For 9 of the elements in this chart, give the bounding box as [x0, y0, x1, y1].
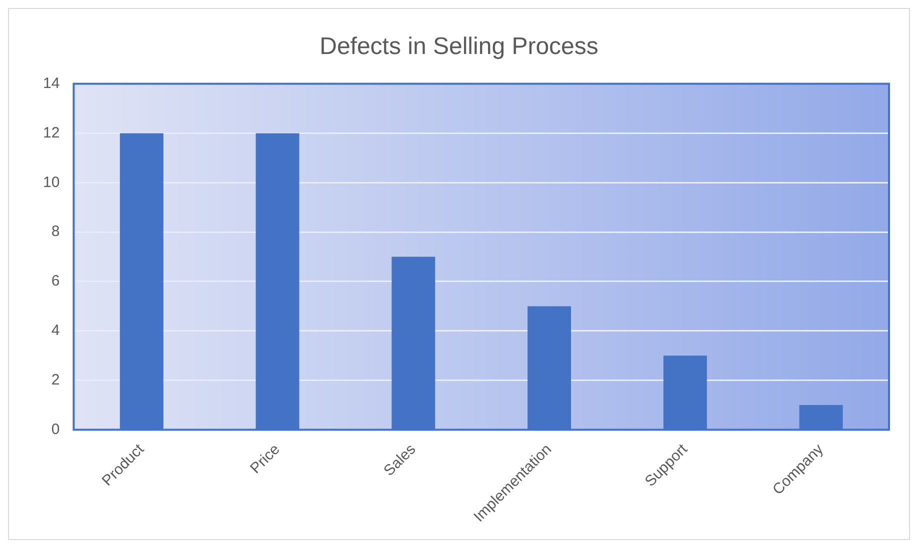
y-tick-label: 4 [51, 322, 60, 340]
y-tick-label: 6 [51, 272, 60, 290]
y-tick-label: 2 [51, 371, 60, 388]
y-tick-label: 14 [42, 74, 60, 92]
y-tick-label: 0 [51, 420, 60, 438]
y-tick-label: 12 [42, 124, 60, 142]
chart-title: Defects in Selling Process [320, 33, 598, 60]
y-tick-label: 8 [51, 223, 60, 240]
y-tick-label: 10 [42, 174, 60, 191]
